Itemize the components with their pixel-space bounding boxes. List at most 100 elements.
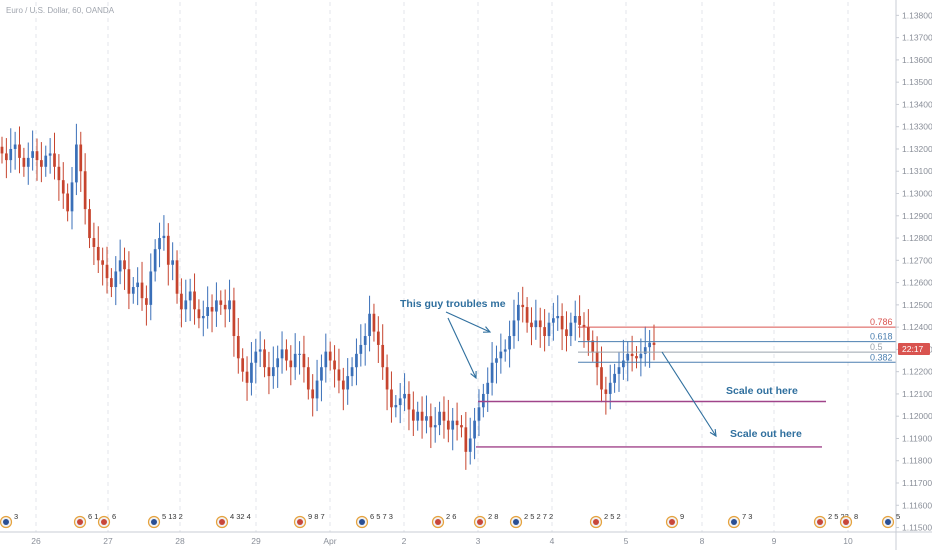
candle-body	[245, 371, 249, 383]
candle-body	[394, 405, 398, 408]
candle-body	[219, 300, 223, 305]
candle-body	[210, 307, 214, 312]
x-tick-label: 5	[624, 536, 629, 546]
candle-body	[438, 411, 441, 426]
candle-body	[477, 407, 481, 421]
candle-body	[355, 353, 358, 368]
candlesticks	[0, 123, 656, 470]
event-flag-inner	[817, 519, 823, 525]
candle-body	[267, 367, 271, 377]
candle-body	[648, 342, 651, 348]
candle-body	[223, 304, 227, 310]
candle-body	[311, 389, 315, 399]
candle-body	[96, 246, 100, 261]
candle-body	[604, 389, 608, 394]
candle-body	[578, 315, 581, 325]
candle-body	[131, 287, 135, 294]
candle-body	[0, 146, 4, 154]
candle-body	[385, 367, 389, 390]
candle-body	[372, 313, 376, 332]
arrow-down-left-shaft	[447, 317, 477, 379]
candle-body	[464, 427, 468, 452]
candle-body	[635, 356, 638, 359]
candle-body	[622, 360, 625, 368]
candle-body	[495, 358, 498, 363]
candle-body	[140, 282, 144, 299]
event-count: 6 5 7 3	[370, 512, 393, 521]
event-flag-inner	[151, 519, 157, 525]
candle-body	[193, 291, 196, 310]
candle-body	[328, 351, 332, 361]
candle-body	[53, 153, 56, 167]
event-flag-inner	[593, 519, 599, 525]
candle-body	[643, 347, 647, 354]
candle-body	[547, 322, 551, 337]
candle-body	[302, 353, 306, 368]
candle-body	[184, 300, 188, 310]
arrow-scale-out-shaft	[661, 351, 717, 437]
candle-body	[429, 416, 433, 428]
y-tick-label: 1.13600	[902, 55, 932, 65]
event-count: 9 8 7	[308, 512, 325, 521]
y-tick-label: 1.11500	[902, 523, 932, 533]
candle-body	[381, 344, 385, 368]
candle-body	[390, 389, 393, 408]
candle-body	[508, 336, 511, 350]
candle-body	[516, 304, 520, 321]
candle-body	[201, 315, 205, 319]
candle-body	[92, 238, 96, 247]
candle-body	[70, 182, 74, 212]
candle-body	[398, 398, 402, 406]
event-count: 2 5 2	[604, 512, 621, 521]
price-tag-background	[898, 343, 930, 355]
x-tick-label: 26	[31, 536, 41, 546]
candle-body	[105, 264, 109, 279]
candle-body	[442, 411, 446, 421]
candle-body	[228, 300, 231, 310]
event-count: 6	[112, 512, 116, 521]
event-markers: 3 6 1 6 5 13 2 4 32 4 9 8 7 6 5 7 3 2 6 2 8 2 5 2…	[0, 512, 900, 529]
candle-body	[363, 336, 367, 345]
x-tick-label: 28	[175, 536, 185, 546]
y-tick-label: 1.11800	[902, 456, 932, 466]
annotation-scale-out-1: Scale out here	[726, 385, 798, 397]
x-tick-label: 8	[700, 536, 705, 546]
candle-body	[289, 360, 293, 368]
fib-level-label: 0.618	[870, 332, 893, 342]
candle-body	[31, 151, 34, 158]
y-tick-label: 1.12000	[902, 411, 932, 421]
event-flag-inner	[297, 519, 303, 525]
candle-body	[639, 353, 643, 359]
candle-body	[306, 367, 310, 390]
candle-body	[455, 420, 459, 426]
event-flag-inner	[101, 519, 107, 525]
event-flag-inner	[435, 519, 441, 525]
candle-body	[13, 144, 17, 149]
candle-body	[433, 425, 437, 428]
candle-body	[101, 260, 105, 265]
event-flag-inner	[731, 519, 737, 525]
candle-body	[197, 309, 201, 319]
y-tick-label: 1.12800	[902, 233, 932, 243]
event-flag-inner	[477, 519, 483, 525]
event-count: 2 5 22	[828, 512, 849, 521]
y-tick-label: 1.12100	[902, 389, 932, 399]
candle-body	[145, 298, 148, 305]
candle-body	[534, 320, 538, 328]
candle-body	[556, 315, 560, 319]
y-tick-label: 1.13200	[902, 144, 932, 154]
candle-body	[582, 324, 586, 328]
candle-body	[512, 320, 516, 337]
candle-body	[110, 278, 113, 288]
candle-body	[276, 358, 280, 368]
event-count: 4 32 4	[230, 512, 251, 521]
candle-body	[315, 380, 319, 399]
x-tick-label: 2	[402, 536, 407, 546]
candle-body	[48, 153, 52, 156]
event-count: 9	[680, 512, 684, 521]
candle-body	[153, 249, 157, 272]
candle-body	[481, 393, 485, 408]
candle-body	[250, 362, 253, 383]
